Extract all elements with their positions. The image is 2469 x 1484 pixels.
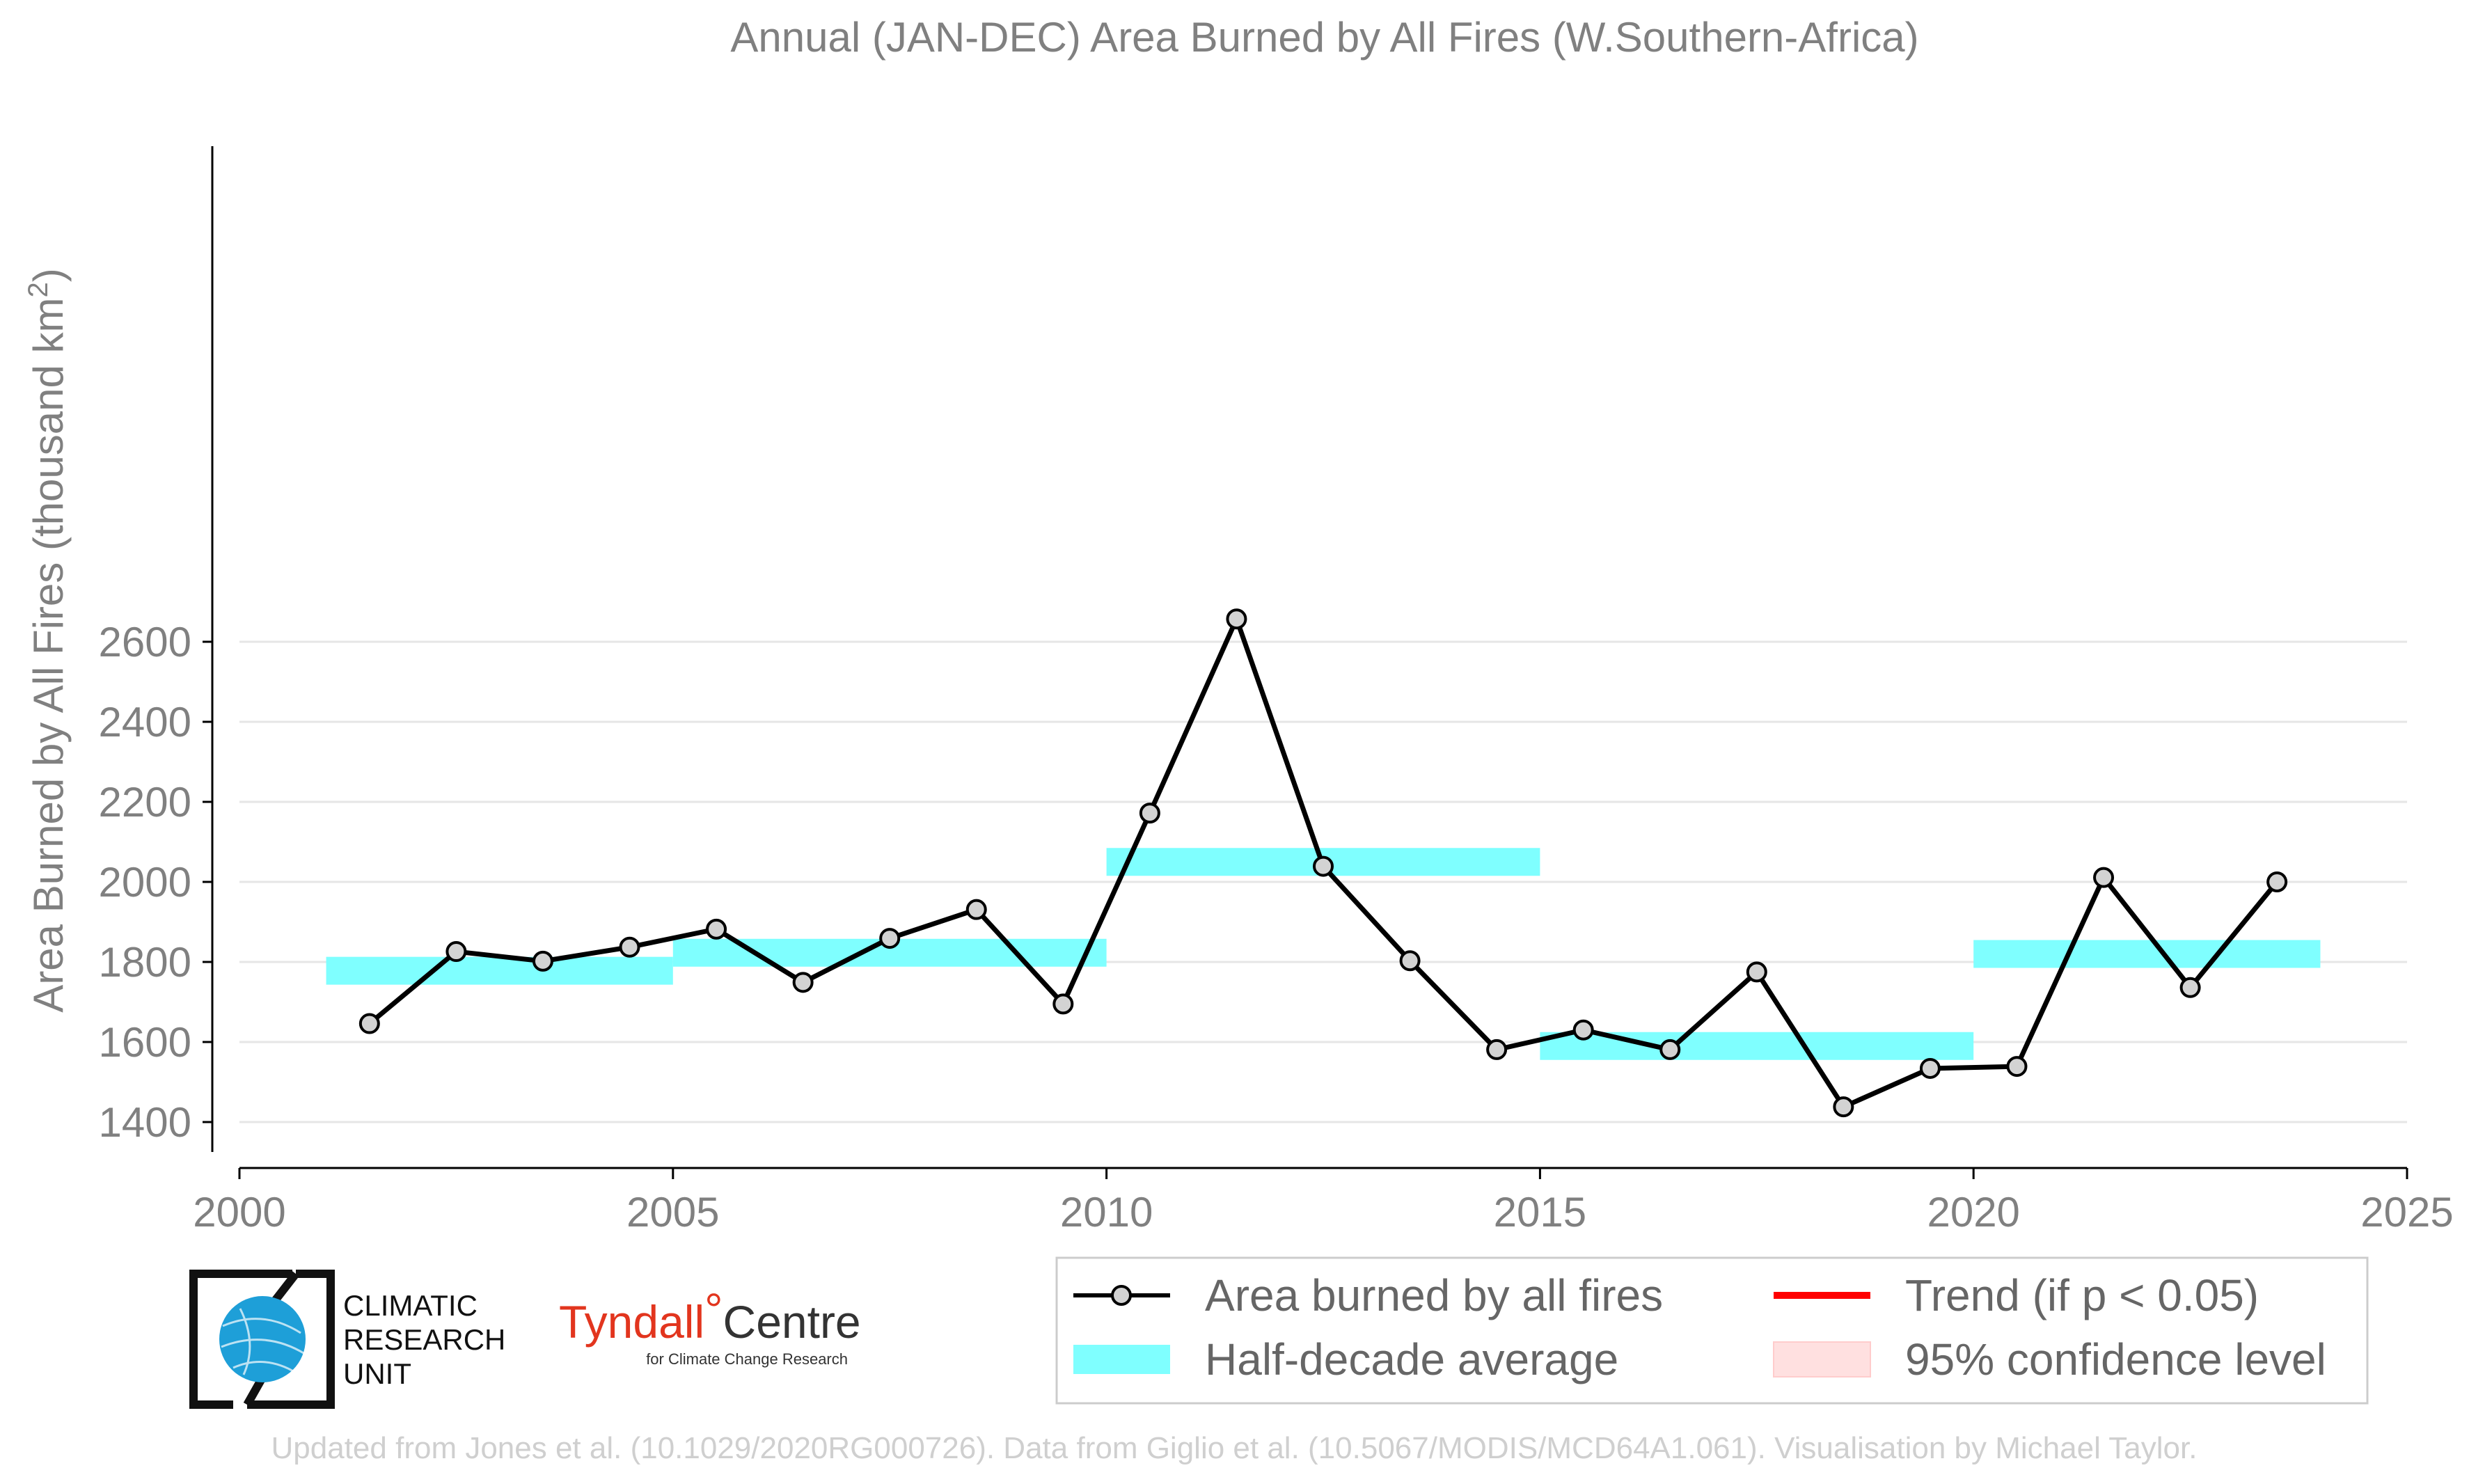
half-decade-bar-4 bbox=[1973, 940, 2321, 968]
y-axis-label-superscript: 2 bbox=[23, 282, 54, 297]
data-point-13 bbox=[1486, 1039, 1508, 1060]
legend-label-trend: Trend (if p < 0.05) bbox=[1905, 1270, 2259, 1320]
footer-credits: Updated from Jones et al. (10.1029/2020R… bbox=[271, 1431, 2198, 1465]
legend-swatch-half-decade bbox=[1073, 1345, 1170, 1374]
cru-logo-line-1: CLIMATIC bbox=[343, 1289, 478, 1322]
data-point-7 bbox=[965, 899, 987, 920]
legend-label-half-decade: Half-decade average bbox=[1205, 1334, 1618, 1384]
data-point-21 bbox=[2179, 977, 2201, 998]
x-tick-labels: 2000 2005 2010 2015 2020 2025 bbox=[193, 1189, 2453, 1236]
data-point-16 bbox=[1746, 961, 1767, 983]
legend-label-confidence: 95% confidence level bbox=[1905, 1334, 2326, 1384]
tyndall-logo-degree: ° bbox=[704, 1284, 723, 1335]
legend-label-area-burned: Area burned by all fires bbox=[1205, 1270, 1663, 1320]
x-tick-label-2010: 2010 bbox=[1060, 1189, 1153, 1236]
data-point-2 bbox=[532, 950, 553, 972]
y-tick-label-2000: 2000 bbox=[99, 859, 191, 906]
data-point-6 bbox=[879, 928, 901, 949]
legend-swatch-confidence bbox=[1773, 1341, 1871, 1378]
x-tick-label-2025: 2025 bbox=[2360, 1189, 2453, 1236]
tyndall-logo-subtitle: for Climate Change Research bbox=[646, 1350, 848, 1368]
data-point-15 bbox=[1659, 1039, 1681, 1060]
data-point-12 bbox=[1399, 950, 1421, 972]
x-tick-label-2000: 2000 bbox=[193, 1189, 285, 1236]
x-tick-label-2015: 2015 bbox=[1494, 1189, 1586, 1236]
series-area-burned bbox=[358, 608, 2288, 1118]
y-tick-label-2200: 2200 bbox=[99, 779, 191, 826]
data-point-5 bbox=[792, 972, 814, 993]
legend-marker-area-burned bbox=[1111, 1285, 1132, 1306]
legend-frame bbox=[1055, 1256, 2369, 1405]
data-point-4 bbox=[706, 918, 727, 940]
tyndall-logo-name: Tyndall bbox=[559, 1296, 704, 1348]
data-point-20 bbox=[2093, 867, 2115, 888]
y-tick-label-1800: 1800 bbox=[99, 939, 191, 986]
data-point-14 bbox=[1572, 1019, 1594, 1041]
y-axis-label-close: ) bbox=[25, 268, 72, 282]
y-axis-label-text: Area Burned by All Fires (thousand km bbox=[25, 298, 72, 1013]
y-tick-label-2600: 2600 bbox=[99, 619, 191, 665]
y-tick-labels: 1400 1600 1800 2000 2200 2400 2600 bbox=[99, 619, 191, 1146]
data-point-11 bbox=[1313, 855, 1334, 877]
cru-logo-frame bbox=[189, 1270, 335, 1409]
data-point-1 bbox=[445, 941, 467, 963]
chart-title: Annual (JAN-DEC) Area Burned by All Fire… bbox=[730, 14, 1918, 61]
data-point-10 bbox=[1226, 608, 1247, 630]
data-point-17 bbox=[1833, 1096, 1854, 1118]
y-tick-label-2400: 2400 bbox=[99, 699, 191, 745]
cru-logo: CLIMATIC RESEARCH UNIT bbox=[189, 1270, 505, 1409]
legend: Area burned by all fires Trend (if p < 0… bbox=[1055, 1256, 2369, 1405]
x-tick-label-2005: 2005 bbox=[626, 1189, 719, 1236]
data-point-9 bbox=[1139, 803, 1160, 824]
globe-icon-lines bbox=[221, 1308, 306, 1375]
grid bbox=[239, 640, 2407, 1123]
data-point-0 bbox=[358, 1013, 380, 1034]
y-axis-label: Area Burned by All Fires (thousand km2) bbox=[23, 268, 72, 1012]
axes bbox=[203, 146, 2408, 1179]
data-point-22 bbox=[2266, 871, 2288, 892]
y-tick-label-1600: 1600 bbox=[99, 1019, 191, 1066]
data-point-8 bbox=[1052, 993, 1074, 1015]
tyndall-logo: Tyndall°Centre for Climate Change Resear… bbox=[559, 1284, 861, 1368]
x-tick-label-2020: 2020 bbox=[1927, 1189, 2019, 1236]
cru-logo-line-2: RESEARCH bbox=[343, 1323, 505, 1356]
data-point-18 bbox=[1919, 1057, 1941, 1079]
tyndall-logo-centre: Centre bbox=[723, 1296, 861, 1348]
data-point-19 bbox=[2006, 1056, 2028, 1078]
half-decade-bar-0 bbox=[326, 956, 673, 985]
tyndall-logo-text: Tyndall°Centre bbox=[559, 1284, 861, 1348]
cru-logo-line-3: UNIT bbox=[343, 1357, 411, 1390]
y-tick-label-1400: 1400 bbox=[99, 1099, 191, 1146]
data-point-3 bbox=[619, 936, 640, 958]
